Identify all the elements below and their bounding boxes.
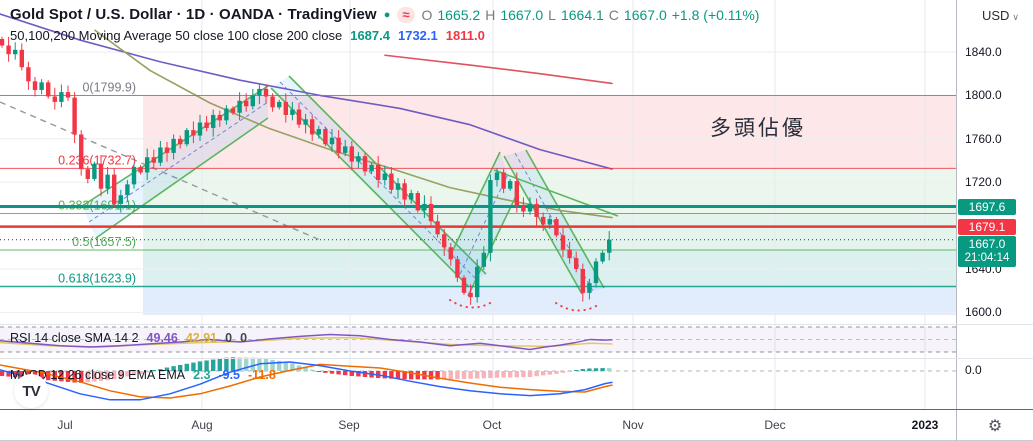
macd-line-value: -9.5 [218, 368, 241, 382]
time-axis-label: 2023 [911, 418, 939, 432]
high-value: 1667.0 [500, 6, 544, 23]
low-label: L [548, 6, 556, 23]
currency-label: USD [981, 8, 1010, 23]
price-tick-label: 1720.0 [965, 175, 1002, 190]
rsi-indicator-legend: RSI 14 close SMA 14 2 49.46 42.91 0 0 [10, 331, 247, 345]
price-badge-pivot-low: 1679.1 [958, 218, 1016, 235]
change-value: +1.8 (+0.11%) [671, 6, 760, 23]
svg-text:0.5(1657.5): 0.5(1657.5) [72, 235, 136, 249]
price-tick-label: 1800.0 [965, 88, 1002, 103]
macd-indicator-title[interactable]: MACD 12 26 close 9 EMA EMA [10, 368, 186, 382]
ma-indicator-title[interactable]: 50,100,200 Moving Average 50 close 100 c… [10, 28, 343, 43]
ma100-value: 1732.1 [397, 28, 438, 43]
rsi-band-value: 0 [240, 331, 248, 345]
pane-separator[interactable] [0, 409, 1033, 410]
close-label: C [608, 6, 619, 23]
price-axis[interactable]: USD ∨ 1840.0 1800.0 1760.0 1720.0 1640.0 1600.… [956, 0, 1033, 410]
symbol-legend-row: Gold Spot / U.S. Dollar · 1D · OANDA · T… [10, 6, 759, 23]
chevron-down-icon: ∨ [1012, 12, 1019, 22]
macd-indicator-legend: MACD 12 26 close 9 EMA EMA 2.3 -9.5 -11.… [10, 368, 276, 382]
tradingview-logo[interactable]: TV [14, 374, 48, 408]
time-axis-label: Oct [482, 418, 502, 432]
pane-separator[interactable] [0, 358, 1033, 359]
currency-selector[interactable]: USD ∨ [982, 8, 1019, 23]
price-tick-label: 1760.0 [965, 131, 1002, 146]
open-label: O [421, 6, 433, 23]
market-status-dot-icon[interactable]: ● [383, 8, 391, 21]
time-axis[interactable]: Jul Aug Sep Oct Nov Dec 2023 ⚙ [0, 410, 1033, 441]
pane-separator[interactable] [0, 324, 1033, 325]
macd-zero-label: 0.0 [965, 363, 982, 377]
text-drawing-annotation[interactable]: 多頭佔優 [710, 117, 806, 140]
time-axis-label: Nov [622, 418, 644, 432]
ma200-value: 1811.0 [445, 28, 485, 43]
svg-text:0.236(1732.7): 0.236(1732.7) [58, 153, 136, 167]
axis-corner-cell: ⚙ [956, 410, 1033, 441]
price-tick-label: 1840.0 [965, 45, 1002, 59]
ma-indicator-legend: 50,100,200 Moving Average 50 close 100 c… [10, 28, 485, 43]
macd-signal-value: -11.8 [248, 368, 276, 382]
macd-hist-value: 2.3 [193, 368, 211, 382]
time-axis-label: Dec [764, 418, 786, 432]
price-tick-label: 1600.0 [965, 305, 1002, 320]
delayed-data-icon[interactable]: ≈ [397, 6, 415, 23]
low-value: 1664.1 [560, 6, 604, 23]
tradingview-logo-text: TV [22, 382, 40, 400]
time-axis-label: Sep [338, 418, 360, 432]
rsi-indicator-title[interactable]: RSI 14 close SMA 14 2 [10, 331, 139, 345]
symbol-title[interactable]: Gold Spot / U.S. Dollar · 1D · OANDA · T… [10, 6, 377, 23]
rsi-sma-value: 42.91 [185, 331, 218, 345]
svg-text:0.618(1623.9): 0.618(1623.9) [58, 271, 136, 285]
time-axis-label: Aug [191, 418, 213, 432]
price-badge-pivot-high: 1697.6 [958, 198, 1016, 215]
svg-text:0(1799.9): 0(1799.9) [82, 81, 136, 95]
ohlc-values: O 1665.2 H 1667.0 L 1664.1 C 1667.0 +1.8 (+0… [422, 7, 760, 23]
ma50-value: 1687.4 [350, 28, 390, 43]
price-badge-last: 1667.0 21:04:14 [958, 235, 1016, 267]
time-axis-label: Jul [57, 418, 73, 432]
close-value: 1667.0 [623, 6, 667, 23]
rsi-band-value: 0 [225, 331, 233, 345]
gear-icon[interactable]: ⚙ [987, 417, 1003, 435]
open-value: 1665.2 [437, 6, 481, 23]
rsi-value: 49.46 [146, 331, 178, 345]
candle-countdown: 21:04:14 [964, 251, 1010, 264]
high-label: H [485, 6, 496, 23]
